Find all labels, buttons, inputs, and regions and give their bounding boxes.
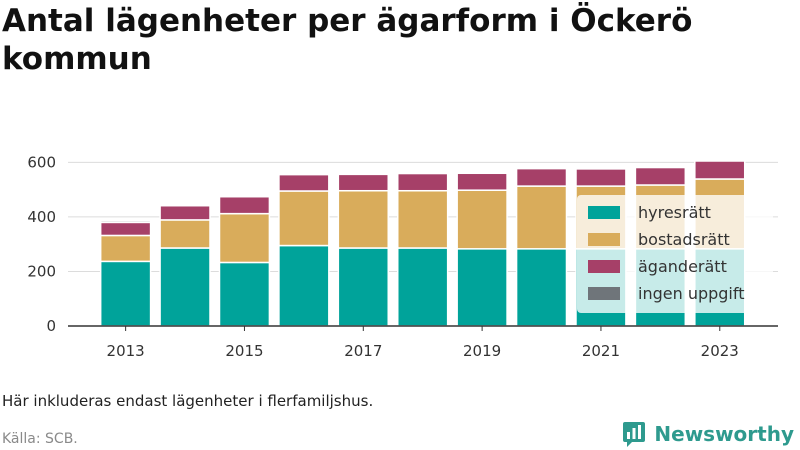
legend: hyresrätt bostadsrätt äganderätt ingen uppg… — [577, 195, 773, 313]
legend-label: bostadsrätt — [638, 230, 730, 249]
bar-segment — [456, 189, 508, 250]
bar-segment — [278, 244, 330, 327]
newsworthy-logo-icon — [623, 422, 646, 447]
y-tick-label: 200 — [27, 262, 56, 280]
bar-segment — [396, 189, 449, 249]
legend-swatch — [588, 260, 620, 273]
brand-logo[interactable]: Newsworthy — [622, 420, 794, 448]
bar-segment — [278, 173, 330, 192]
x-tick-label: 2017 — [344, 342, 382, 360]
chart-note: Här inkluderas endast lägenheter i flerf… — [2, 392, 374, 410]
bar-segment — [99, 260, 152, 327]
x-tick-label: 2023 — [701, 342, 739, 360]
bar-segment — [278, 190, 330, 247]
bar-segment — [159, 204, 211, 221]
bar-segment — [218, 195, 271, 215]
y-tick-label: 0 — [46, 317, 56, 335]
bar-segment — [396, 172, 449, 192]
bar-segment — [337, 189, 389, 249]
x-tick-label: 2013 — [107, 342, 145, 360]
legend-swatch — [588, 287, 620, 300]
bar-segment — [99, 234, 152, 263]
bar-segment — [575, 168, 627, 187]
bar-segment — [159, 219, 211, 249]
bar-segment — [515, 248, 568, 327]
legend-swatch — [588, 206, 620, 219]
bar-segment — [218, 261, 271, 327]
bar-segment — [159, 247, 211, 327]
bar-segment — [515, 185, 568, 250]
legend-label: äganderätt — [638, 257, 727, 276]
y-tick-label: 400 — [27, 208, 56, 226]
bar-segment — [396, 247, 449, 327]
brand-name: Newsworthy — [654, 422, 794, 446]
bar-segment — [515, 167, 568, 187]
axes: 0 200 400 600 2013 2015 2017 2019 2021 2023 — [27, 153, 778, 360]
bar-segment — [99, 221, 152, 237]
legend-label: hyresrätt — [638, 203, 711, 222]
legend-swatch — [588, 233, 620, 246]
chart-title: Antal lägenheter per ägarform i Öckerö k… — [2, 3, 693, 77]
y-tick-label: 600 — [27, 153, 56, 171]
bar-segment — [99, 219, 152, 224]
x-tick-label: 2021 — [582, 342, 620, 360]
bar-segment — [456, 172, 508, 191]
bar-segment — [337, 173, 389, 192]
source-label: Källa: SCB. — [2, 431, 78, 447]
bar-segment — [456, 248, 508, 327]
bar-segment — [218, 212, 271, 264]
bar-segment — [634, 166, 687, 186]
x-tick-label: 2015 — [225, 342, 263, 360]
bar-segment — [337, 247, 389, 327]
x-tick-label: 2019 — [463, 342, 501, 360]
legend-box — [577, 195, 773, 313]
bar-segment — [694, 160, 746, 180]
legend-label: ingen uppgift — [638, 284, 745, 303]
